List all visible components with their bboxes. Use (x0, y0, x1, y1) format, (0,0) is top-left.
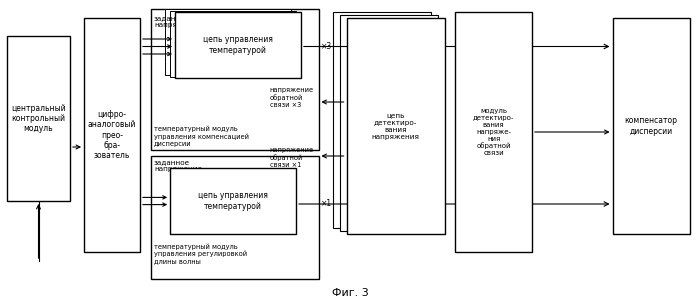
Bar (150, 9, 318, 150)
Text: температурный модуль
управления компенсацией
дисперсии: температурный модуль управления компенса… (154, 126, 249, 147)
Text: центральный
контрольный
модуль: центральный контрольный модуль (11, 103, 66, 134)
Bar (170, 11, 296, 76)
Text: заданное
напряжение: заданное напряжение (154, 159, 202, 172)
Text: цепь управления
температурой: цепь управления температурой (203, 35, 273, 55)
Bar (170, 168, 296, 234)
Bar (612, 18, 690, 234)
Text: напряжение
обратной
связи ×1: напряжение обратной связи ×1 (270, 147, 314, 168)
Text: цепь управления
температурой: цепь управления температурой (198, 191, 268, 211)
Bar (340, 15, 438, 231)
Bar (455, 12, 532, 252)
Text: цифро-
аналоговый
прео-
бра-
зователь: цифро- аналоговый прео- бра- зователь (88, 110, 136, 160)
Text: напряжение
обратной
связи ×3: напряжение обратной связи ×3 (270, 87, 314, 108)
Text: ×3: ×3 (321, 42, 332, 51)
Text: цепь
детектиро-
вания
напряжения: цепь детектиро- вания напряжения (372, 112, 419, 140)
Bar (7, 36, 70, 201)
Bar (84, 18, 140, 252)
Text: компенсатор
дисперсии: компенсатор дисперсии (624, 116, 678, 136)
Bar (150, 156, 318, 279)
Text: модуль
детектиро-
вания
напряже-
ния
обратной
связи: модуль детектиро- вания напряже- ния обр… (473, 107, 514, 157)
Bar (175, 12, 301, 78)
Bar (332, 12, 430, 228)
Text: Фиг. 3: Фиг. 3 (332, 288, 368, 298)
Text: заданное
напряжение: заданное напряжение (154, 15, 202, 28)
Text: температурный модуль
управления регулировкой
длины волны: температурный модуль управления регулиро… (154, 243, 247, 264)
Text: ×1: ×1 (321, 200, 332, 208)
Bar (346, 18, 444, 234)
Bar (165, 9, 291, 75)
